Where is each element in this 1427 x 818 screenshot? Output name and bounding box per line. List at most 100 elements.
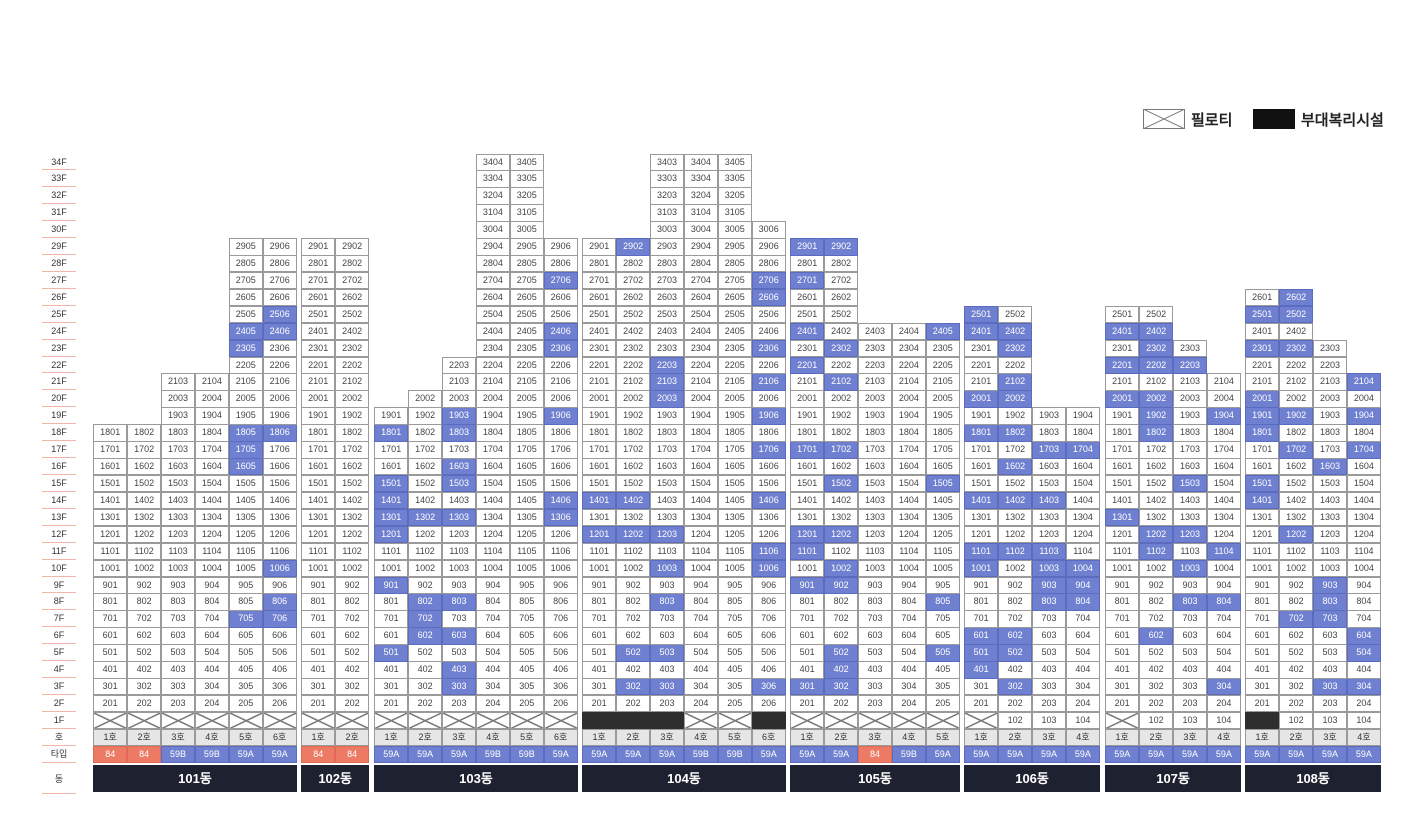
unit-cell: 701 (582, 610, 617, 628)
unit-cell: 2303 (649, 339, 685, 358)
floor-divider (42, 710, 76, 712)
unit-cell: 102 (1278, 711, 1314, 730)
piloti-cell (93, 711, 128, 730)
unit-cell: 502 (615, 644, 651, 662)
unit-cell: 1203 (857, 525, 893, 544)
unit-cell: 1501 (964, 474, 999, 493)
unit-cell: 2701 (790, 271, 825, 290)
unit-cell: 2003 (649, 390, 685, 408)
unit-cell: 903 (441, 576, 477, 594)
unit-cell: 805 (509, 593, 544, 611)
unit-cell: 805 (717, 593, 752, 611)
unit-cell: 2402 (334, 322, 370, 341)
unit-cell: 1802 (126, 424, 162, 442)
unit-cell: 1102 (126, 542, 162, 561)
unit-cell: 2302 (334, 339, 370, 358)
unit-cell: 1801 (374, 424, 409, 442)
unit-cell: 2001 (301, 390, 336, 408)
unit-cell: 904 (683, 576, 719, 594)
unit-cell: 901 (790, 576, 825, 594)
unit-cell: 3104 (475, 204, 511, 222)
unit-cell: 1001 (964, 559, 999, 577)
floor-label-8f: 8F (53, 596, 65, 607)
unit-cell: 2602 (1278, 288, 1314, 307)
unit-cell: 502 (997, 644, 1033, 662)
unit-cell: 1602 (1138, 458, 1174, 476)
unit-cell: 1305 (925, 508, 960, 527)
floor-divider (42, 744, 76, 746)
unit-cell: 604 (1065, 627, 1101, 645)
unit-cell: 2004 (891, 390, 927, 408)
unit-cell: 501 (1245, 644, 1280, 662)
floor-divider (42, 575, 76, 577)
unit-cell: 2101 (1245, 373, 1280, 391)
unit-cell: 1801 (964, 424, 999, 442)
unit-cell: 803 (857, 593, 893, 611)
floor-label-20f: 20F (51, 393, 67, 404)
unit-cell: 1802 (1278, 424, 1314, 442)
unit-cell: 1502 (997, 474, 1033, 493)
floor-label-30f: 30F (51, 224, 67, 235)
unit-cell: 204 (194, 694, 230, 713)
unit-cell: 1902 (997, 407, 1033, 425)
floor-divider (42, 372, 76, 374)
unit-cell: 1303 (649, 508, 685, 527)
unit-cell: 601 (1245, 627, 1280, 645)
unit-cell: 1101 (790, 542, 825, 561)
unit-cell: 3205 (509, 187, 544, 205)
unit-cell: 2305 (228, 339, 263, 358)
piloti-icon (719, 713, 751, 728)
unit-cell: 1706 (543, 441, 578, 459)
unit-number-label: 4호 (1346, 728, 1382, 747)
piloti-cell (262, 711, 297, 730)
unit-number-label: 6호 (751, 728, 786, 747)
unit-cell: 2602 (334, 288, 370, 307)
unit-cell: 1806 (751, 424, 786, 442)
piloti-cell (964, 711, 999, 730)
unit-cell: 903 (160, 576, 196, 594)
unit-type-label: 59A (790, 745, 825, 764)
unit-cell: 602 (823, 627, 859, 645)
floor-label-32f: 32F (51, 190, 67, 201)
unit-cell: 1905 (228, 407, 263, 425)
unit-cell: 204 (683, 694, 719, 713)
unit-cell: 203 (1031, 694, 1067, 713)
unit-cell: 1001 (1105, 559, 1140, 577)
unit-cell: 2504 (683, 305, 719, 324)
unit-cell: 1903 (160, 407, 196, 425)
unit-type-label: 59A (1312, 745, 1348, 764)
floor-divider (42, 677, 76, 679)
unit-cell: 2306 (262, 339, 297, 358)
unit-cell: 504 (1065, 644, 1101, 662)
unit-cell: 1702 (823, 441, 859, 459)
unit-cell: 805 (228, 593, 263, 611)
unit-cell: 2103 (1172, 373, 1208, 391)
unit-cell: 504 (475, 644, 511, 662)
piloti-icon (791, 713, 823, 728)
unit-cell: 901 (1245, 576, 1280, 594)
unit-cell: 2704 (683, 271, 719, 290)
unit-cell: 1701 (1105, 441, 1140, 459)
unit-cell: 3004 (683, 221, 719, 239)
piloti-icon (477, 713, 509, 728)
floor-divider (42, 440, 76, 442)
unit-cell: 1805 (925, 424, 960, 442)
unit-cell: 1903 (649, 407, 685, 425)
unit-cell: 2304 (475, 339, 511, 358)
unit-cell: 203 (160, 694, 196, 713)
unit-cell: 2003 (857, 390, 893, 408)
unit-number-label: 4호 (194, 728, 230, 747)
floor-label-23f: 23F (51, 342, 67, 353)
unit-cell: 205 (717, 694, 752, 713)
unit-cell: 1702 (407, 441, 443, 459)
unit-cell: 601 (790, 627, 825, 645)
unit-cell: 906 (262, 576, 297, 594)
unit-type-label: 59B (683, 745, 719, 764)
unit-cell: 1803 (857, 424, 893, 442)
unit-cell: 803 (160, 593, 196, 611)
unit-cell: 902 (1138, 576, 1174, 594)
unit-cell: 803 (1031, 593, 1067, 611)
unit-cell: 202 (407, 694, 443, 713)
unit-cell: 905 (925, 576, 960, 594)
unit-cell: 406 (543, 661, 578, 679)
